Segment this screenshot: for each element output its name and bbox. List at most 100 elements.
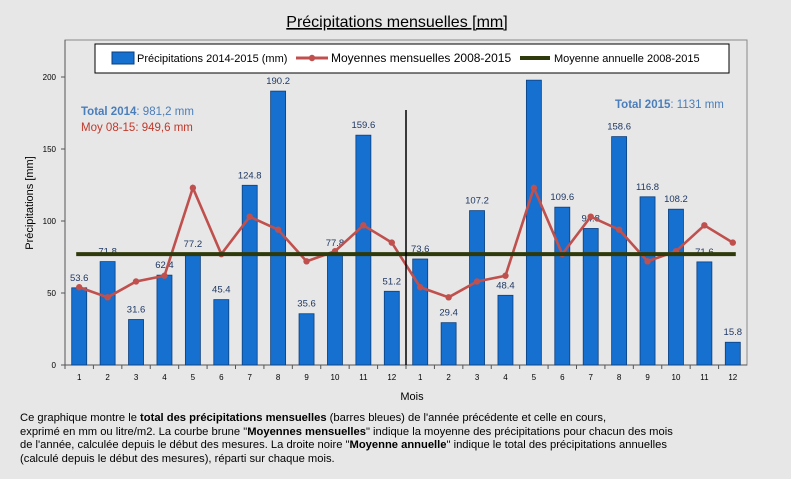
average-point bbox=[701, 222, 708, 229]
total-2015-value: : 1131 mm bbox=[670, 99, 723, 111]
bar bbox=[440, 322, 457, 366]
caption-text: exprimé en mm ou litre/m2. La courbe bru… bbox=[20, 425, 248, 438]
caption-line-4: (calculé depuis le début des mesures), r… bbox=[20, 453, 780, 467]
average-point bbox=[644, 258, 651, 265]
bar-value-label: 158.6 bbox=[607, 122, 631, 133]
x-tick-label: 11 bbox=[359, 373, 368, 382]
x-tick-label: 9 bbox=[304, 373, 309, 382]
chart-title: Précipitations mensuelles [mm] bbox=[286, 14, 507, 31]
x-tick-label: 8 bbox=[276, 373, 281, 382]
caption-text: (barres bleues) de l'année précédente et… bbox=[326, 412, 607, 424]
legend-line-label: Moyennes mensuelles 2008-2015 bbox=[331, 51, 511, 65]
y-axis-label: Précipitations [mm] bbox=[24, 156, 36, 250]
bars bbox=[71, 79, 741, 366]
bar bbox=[213, 299, 230, 366]
legend-line-marker bbox=[308, 54, 316, 62]
x-axis-label: Mois bbox=[400, 391, 424, 403]
total-2015-annotation: Total 2015: 1131 mm bbox=[615, 99, 724, 111]
caption-bold: Moyennes mensuelles bbox=[247, 425, 366, 438]
bar bbox=[298, 313, 315, 366]
y-tick-label: 50 bbox=[47, 289, 56, 298]
x-tick-label: 1 bbox=[418, 373, 423, 382]
legend: Précipitations 2014-2015 (mm) Moyennes m… bbox=[94, 43, 730, 74]
bar bbox=[99, 261, 116, 366]
average-point bbox=[132, 278, 140, 285]
x-tick-label: 5 bbox=[532, 373, 537, 382]
bar-value-label: 77.8 bbox=[326, 238, 345, 249]
x-tick-label: 2 bbox=[105, 373, 110, 382]
bar-value-label: 51.2 bbox=[383, 276, 402, 287]
average-point bbox=[502, 272, 509, 279]
bar-value-label: 107.2 bbox=[465, 196, 489, 207]
x-tick-label: 4 bbox=[503, 373, 508, 382]
bar-labels: 53.6 71.8 31.6 62.4 77.2 45.4 124.8 190.2 35.6 77… bbox=[70, 76, 742, 338]
y-ticks: 0 50 100 150 200 bbox=[43, 73, 65, 370]
x-tick-label: 8 bbox=[617, 373, 622, 382]
y-tick-label: 0 bbox=[52, 361, 57, 370]
bar-value-label: 62.4 bbox=[155, 260, 174, 271]
average-point bbox=[104, 294, 111, 301]
bar-value-label: 109.6 bbox=[550, 192, 574, 203]
caption-bold: total des précipitations mensuelles bbox=[140, 412, 327, 424]
average-point bbox=[473, 278, 481, 285]
bar bbox=[696, 261, 713, 366]
bar-value-label: 15.8 bbox=[724, 327, 743, 338]
total-2014-value: : 981,2 mm bbox=[136, 106, 194, 118]
legend-bar-swatch bbox=[111, 51, 135, 65]
bar-value-label: 29.4 bbox=[439, 308, 458, 319]
caption-text: " indique le total des précipitations an… bbox=[446, 439, 667, 452]
bar-value-label: 124.8 bbox=[238, 170, 262, 181]
bar bbox=[582, 228, 599, 366]
bar bbox=[525, 79, 542, 366]
bar bbox=[412, 258, 429, 366]
bar bbox=[724, 341, 741, 366]
bar bbox=[355, 134, 372, 366]
bar bbox=[71, 287, 88, 366]
bar bbox=[469, 210, 485, 366]
bar bbox=[128, 319, 144, 366]
bar bbox=[497, 294, 514, 366]
average-point bbox=[76, 284, 83, 291]
legend-hline-label: Moyenne annuelle 2008-2015 bbox=[554, 53, 700, 65]
legend-bar-label: Précipitations 2014-2015 (mm) bbox=[137, 53, 287, 65]
bar bbox=[383, 290, 400, 366]
chart-caption: Ce graphique montre le total des précipi… bbox=[20, 412, 780, 466]
bar-value-label: 73.6 bbox=[411, 244, 430, 255]
total-2014-label: Total 2014 bbox=[81, 106, 137, 118]
bar-value-label: 77.2 bbox=[184, 239, 203, 250]
moy-annotation: Moy 08-15: 949,6 mm bbox=[81, 122, 193, 134]
x-ticks: 1 2 3 4 5 6 7 8 9 10 11 12 1 2 3 4 5 6 7 8 9 10 11 12 bbox=[64, 365, 738, 382]
bar-value-label: 53.6 bbox=[70, 273, 89, 284]
average-point bbox=[417, 284, 424, 291]
bar bbox=[611, 136, 628, 366]
x-tick-label: 7 bbox=[588, 373, 593, 382]
average-point bbox=[615, 226, 623, 233]
caption-line-2: exprimé en mm ou litre/m2. La courbe bru… bbox=[20, 426, 780, 440]
y-tick-label: 150 bbox=[43, 145, 57, 154]
bar bbox=[639, 196, 656, 366]
bar bbox=[184, 253, 201, 366]
x-tick-label: 10 bbox=[331, 373, 340, 382]
average-point bbox=[189, 184, 197, 192]
total-2015-label: Total 2015 bbox=[615, 99, 671, 111]
average-point bbox=[360, 222, 367, 229]
bar bbox=[156, 274, 173, 366]
caption-text: " indique la moyenne des précipitations … bbox=[365, 425, 673, 438]
x-tick-label: 12 bbox=[728, 373, 737, 382]
x-tick-label: 3 bbox=[134, 373, 139, 382]
bar-value-label: 45.4 bbox=[212, 285, 231, 296]
caption-text: de l'année, calculée depuis le début des… bbox=[20, 439, 350, 452]
average-point bbox=[246, 213, 253, 220]
x-tick-label: 11 bbox=[700, 373, 709, 382]
x-tick-label: 4 bbox=[162, 373, 167, 382]
average-point bbox=[587, 213, 594, 220]
bar-value-label: 159.6 bbox=[351, 120, 375, 131]
x-tick-label: 9 bbox=[645, 373, 650, 382]
x-tick-label: 12 bbox=[387, 373, 396, 382]
bar bbox=[668, 208, 684, 366]
average-point bbox=[161, 272, 168, 279]
x-tick-label: 6 bbox=[219, 373, 224, 382]
average-point bbox=[445, 294, 452, 301]
average-point bbox=[303, 258, 310, 265]
bar bbox=[327, 252, 343, 366]
